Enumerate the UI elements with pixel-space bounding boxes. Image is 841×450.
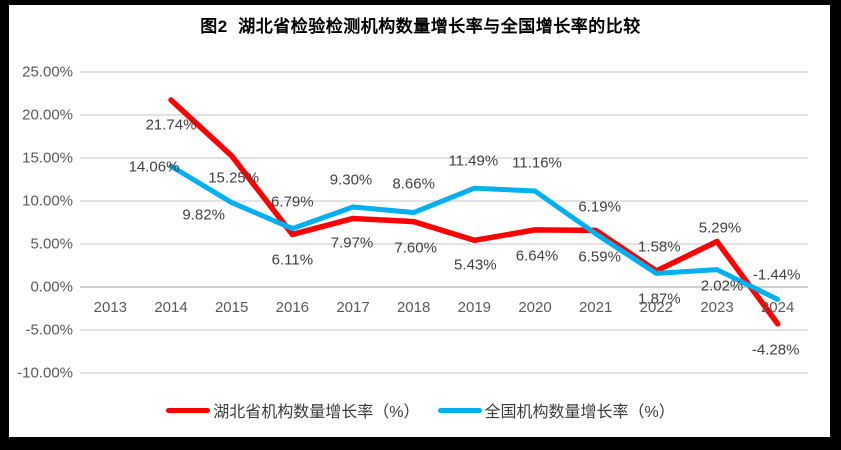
data-label: 6.59% <box>578 248 621 266</box>
legend-swatch-national-line-icon <box>437 407 482 413</box>
data-label: 15.25% <box>208 169 260 187</box>
data-label: 8.66% <box>392 175 435 193</box>
data-label: 1.87% <box>638 290 681 308</box>
x-axis-tick-label: 2019 <box>457 299 492 316</box>
data-label: 6.64% <box>515 247 559 265</box>
data-label: 5.29% <box>698 219 742 236</box>
data-label: 6.11% <box>271 251 314 269</box>
x-axis-tick-label: 2014 <box>154 299 188 316</box>
data-label: 11.49% <box>448 152 499 170</box>
data-label: 6.79% <box>271 193 314 211</box>
data-label: 21.74% <box>145 116 197 134</box>
x-axis-tick-label: 2017 <box>336 299 370 316</box>
legend-label-hubei: 湖北省机构数量增长率（%） <box>213 404 420 421</box>
y-axis-tick-label: -5.00% <box>25 321 73 339</box>
x-axis-tick-label: 2022 <box>639 299 674 316</box>
y-axis-tick-label: 25.00% <box>22 63 73 81</box>
legend-item-hubei[interactable]: 湖北省机构数量增长率（%） <box>166 398 420 422</box>
data-label: 9.30% <box>329 171 373 189</box>
data-label: 14.06% <box>128 158 180 176</box>
data-label: 1.58% <box>638 238 681 256</box>
legend: 湖北省机构数量增长率（%） 全国机构数量增长率（%） <box>0 398 841 422</box>
x-axis-tick-label: 2018 <box>396 299 431 316</box>
legend-label-national: 全国机构数量增长率（%） <box>484 404 675 421</box>
x-axis-tick-label: 2023 <box>700 299 734 316</box>
x-axis-tick-label: 2020 <box>518 299 552 316</box>
data-label: 6.19% <box>578 198 621 216</box>
x-axis-tick-label: 2021 <box>578 299 613 316</box>
data-label: 7.97% <box>330 234 374 252</box>
y-axis-tick-label: 15.00% <box>22 149 73 167</box>
legend-item-national[interactable]: 全国机构数量增长率（%） <box>437 398 675 422</box>
legend-swatch-hubei-line-icon <box>166 407 211 413</box>
series-line-hubei <box>168 97 781 327</box>
data-label: -4.28% <box>751 341 800 359</box>
y-axis-tick-label: 5.00% <box>30 235 73 253</box>
data-label: 5.43% <box>454 256 497 274</box>
series-line-national <box>168 163 781 302</box>
data-label: 7.60% <box>394 239 437 257</box>
x-axis-tick-label: 2024 <box>760 299 795 316</box>
y-axis-tick-label: -10.00% <box>17 364 73 382</box>
x-axis-tick-label: 2016 <box>275 299 310 316</box>
chart-title: 图2 湖北省检验检测机构数量增长率与全国增长率的比较 <box>200 17 641 36</box>
data-label: 11.16% <box>512 154 562 172</box>
x-axis-tick-label: 2015 <box>214 299 249 316</box>
data-label: -1.44% <box>752 266 801 284</box>
y-axis-tick-label: 10.00% <box>22 192 73 210</box>
data-label: 2.02% <box>700 277 744 295</box>
x-axis-tick-label: 2013 <box>93 299 128 316</box>
y-axis-tick-label: 20.00% <box>22 106 73 124</box>
data-label: 9.82% <box>182 206 225 224</box>
y-axis-tick-label: 0.00% <box>30 278 73 296</box>
